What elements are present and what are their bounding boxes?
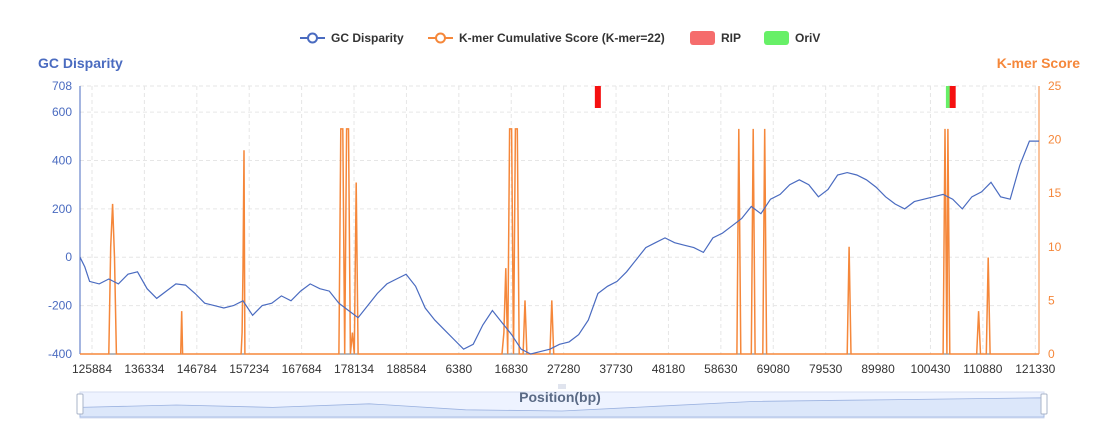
- x-tick-label: 79530: [809, 362, 843, 376]
- y-left-tick-label: 400: [52, 153, 72, 167]
- y-right-tick-label: 25: [1048, 79, 1062, 93]
- y-right-tick-label: 20: [1048, 133, 1062, 147]
- x-tick-label: 125884: [72, 362, 112, 376]
- x-tick-label: 27280: [547, 362, 581, 376]
- y-right-tick-label: 0: [1048, 347, 1055, 361]
- legend-item-0[interactable]: GC Disparity: [300, 31, 404, 45]
- y-right-tick-label: 15: [1048, 186, 1062, 200]
- rip-marker: [594, 86, 601, 108]
- y-left-tick-label: -400: [48, 347, 72, 361]
- legend-item-3[interactable]: OriV: [764, 31, 820, 45]
- legend-swatch-rect: [764, 31, 789, 45]
- x-axis-title: Position(bp): [519, 389, 601, 405]
- y-left-tick-label: 708: [52, 79, 72, 93]
- x-tick-label: 136334: [124, 362, 164, 376]
- x-tick-label: 37730: [599, 362, 633, 376]
- legend-label: RIP: [721, 31, 741, 45]
- x-tick-label: 48180: [652, 362, 686, 376]
- y-left-tick-label: 200: [52, 202, 72, 216]
- oriv-marker: [945, 86, 950, 108]
- y-axis-left-title: GC Disparity: [38, 55, 123, 71]
- legend-label: GC Disparity: [331, 31, 404, 45]
- x-tick-label: 110880: [963, 362, 1002, 376]
- x-tick-label: 178134: [334, 362, 374, 376]
- x-tick-label: 16830: [495, 362, 529, 376]
- data-zoom-slider[interactable]: Position(bp): [76, 384, 1048, 419]
- legend-swatch-marker: [307, 32, 318, 44]
- y-left-tick-label: 0: [65, 250, 72, 264]
- legend-label: OriV: [795, 31, 820, 45]
- y-right-tick-label: 5: [1048, 293, 1055, 307]
- x-tick-label: 100430: [910, 362, 950, 376]
- slider-move-handle[interactable]: [558, 384, 566, 389]
- legend[interactable]: GC Disparity K-mer Cumulative Score (K-me…: [300, 31, 820, 45]
- feature-markers: [594, 86, 956, 108]
- x-tick-label: 121330: [1015, 362, 1055, 376]
- y-axis-left-ticks: 708 600 400 200 0 -200 -400: [48, 79, 72, 361]
- legend-swatch-marker: [435, 32, 446, 44]
- grid: [79, 85, 1040, 355]
- x-tick-label: 58630: [704, 362, 738, 376]
- rip-marker: [949, 86, 956, 108]
- x-tick-label: 157234: [229, 362, 269, 376]
- x-axis-ticks: 125884 136334 146784 157234 167684 178134 1885…: [72, 362, 1056, 376]
- y-right-tick-label: 10: [1048, 240, 1062, 254]
- y-axis-right-ticks: 25 20 15 10 5 0: [1048, 79, 1062, 361]
- x-tick-label: 188584: [386, 362, 426, 376]
- y-left-tick-label: -200: [48, 299, 72, 313]
- kmer-score-series-line: [80, 128, 1039, 355]
- legend-item-2[interactable]: RIP: [690, 31, 741, 45]
- x-tick-label: 89980: [861, 362, 895, 376]
- x-tick-label: 69080: [757, 362, 791, 376]
- x-tick-label: 146784: [177, 362, 217, 376]
- legend-label: K-mer Cumulative Score (K-mer=22): [459, 31, 665, 45]
- legend-item-1[interactable]: K-mer Cumulative Score (K-mer=22): [428, 31, 665, 45]
- slider-overview-area: [79, 397, 1045, 418]
- x-tick-label: 167684: [282, 362, 322, 376]
- slider-right-handle[interactable]: [1040, 393, 1048, 415]
- slider-left-handle[interactable]: [76, 393, 84, 415]
- y-left-tick-label: 600: [52, 105, 72, 119]
- gc-disparity-series-line: [79, 140, 1039, 355]
- x-tick-label: 6380: [445, 362, 472, 376]
- legend-swatch-rect: [690, 31, 715, 45]
- y-axis-right-title: K-mer Score: [997, 55, 1080, 71]
